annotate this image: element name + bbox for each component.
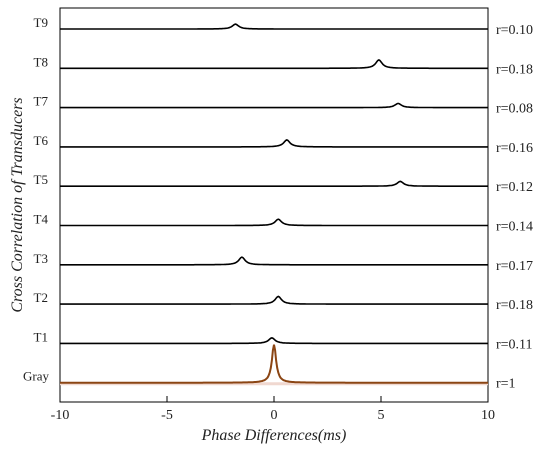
r-value-t5: r=0.12: [496, 180, 533, 195]
row-label-t2: T2: [34, 290, 48, 305]
row-label-t5: T5: [34, 172, 48, 187]
r-value-gray: r=1: [496, 377, 516, 392]
r-labels: r=0.10 r=0.18 r=0.08 r=0.16 r=0.12 r=0.14 r=0.…: [496, 23, 533, 392]
x-tick-label: 10: [481, 408, 495, 423]
row-label-t1: T1: [34, 329, 48, 344]
series-line-t3: [60, 256, 488, 266]
r-value-t7: r=0.08: [496, 102, 533, 117]
x-axis-ticks: -10 -5 0 5 10: [51, 396, 495, 423]
r-value-t3: r=0.17: [496, 259, 533, 274]
r-value-t4: r=0.14: [496, 220, 533, 235]
row-label-t3: T3: [34, 251, 48, 266]
series-line-t9: [60, 23, 488, 30]
r-value-t9: r=0.10: [496, 23, 533, 38]
x-axis-title: Phase Differences(ms): [201, 427, 347, 444]
series-line-t7: [60, 102, 488, 109]
series-line-t5: [60, 180, 488, 187]
row-label-t8: T8: [34, 54, 48, 69]
series-line-t2: [60, 295, 488, 305]
row-label-t4: T4: [34, 212, 49, 227]
r-value-t8: r=0.18: [496, 62, 533, 77]
x-tick-label: -10: [51, 408, 70, 423]
series-line-t6: [60, 139, 488, 148]
series-line-t1: [60, 336, 488, 345]
row-label-t7: T7: [34, 94, 49, 109]
row-labels: T9 T8 T7 T6 T5 T4 T3 T2 T1 Gray: [23, 15, 49, 384]
x-tick-label: 0: [271, 408, 278, 423]
r-value-t2: r=0.18: [496, 298, 533, 313]
x-tick-label: 5: [378, 408, 385, 423]
series-line-t4: [60, 218, 488, 227]
x-tick-label: -5: [161, 408, 173, 423]
row-label-gray: Gray: [23, 369, 49, 384]
r-value-t6: r=0.16: [496, 141, 533, 156]
series-line-gray: [60, 344, 488, 384]
series-group: [60, 23, 488, 386]
r-value-t1: r=0.11: [496, 337, 533, 352]
y-axis-title: Cross Correlation of Transducers: [9, 97, 26, 312]
series-line-t8: [60, 58, 488, 70]
row-label-t9: T9: [34, 15, 48, 30]
row-label-t6: T6: [34, 133, 49, 148]
